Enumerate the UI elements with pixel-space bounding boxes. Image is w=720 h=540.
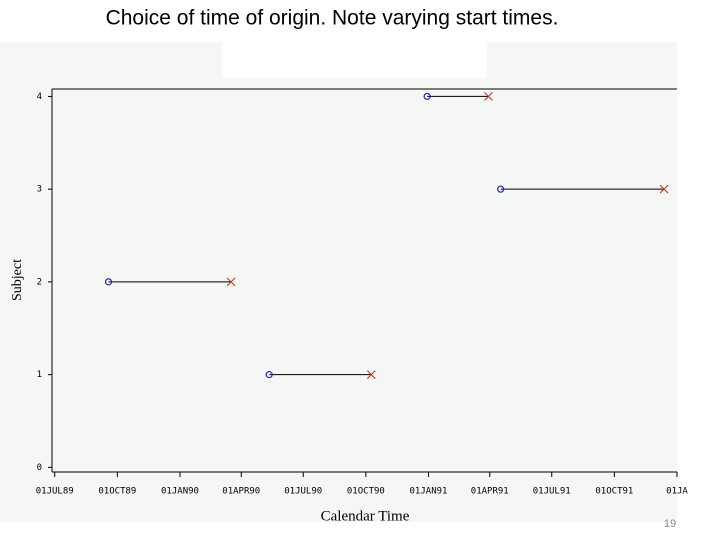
y-tick-label: 0 bbox=[37, 463, 42, 473]
x-tick-label: 01OCT91 bbox=[595, 487, 633, 497]
start-marker bbox=[423, 92, 431, 101]
y-tick-label: 3 bbox=[37, 185, 42, 195]
end-marker bbox=[366, 370, 376, 380]
x-tick-label: 01APR90 bbox=[222, 487, 260, 497]
end-marker bbox=[226, 277, 236, 287]
x-tick-label: 01OCT90 bbox=[347, 487, 385, 497]
x-tick-label: 01JUL89 bbox=[36, 487, 74, 497]
plot-background bbox=[0, 42, 677, 522]
slide-title: Choice of time of origin. Note varying s… bbox=[106, 7, 559, 30]
start-marker bbox=[104, 278, 113, 286]
y-tick-label: 2 bbox=[37, 277, 42, 287]
end-marker bbox=[484, 92, 493, 101]
start-marker bbox=[265, 371, 273, 379]
x-tick-label: 01JAN91 bbox=[410, 487, 448, 497]
blank-box bbox=[222, 42, 487, 78]
y-axis-label: Subject bbox=[10, 259, 25, 301]
x-axis-label: Calendar Time bbox=[321, 508, 410, 524]
page-number: 19 bbox=[664, 518, 676, 530]
y-tick-label: 1 bbox=[37, 370, 42, 380]
x-tick-label: 01JUL91 bbox=[533, 487, 571, 497]
x-tick-label: 01JAN90 bbox=[161, 487, 199, 497]
x-tick-label: 01APR91 bbox=[471, 487, 509, 497]
start-marker bbox=[497, 185, 505, 193]
x-tick-label: 01JA bbox=[666, 487, 688, 497]
x-tick-label: 01JUL90 bbox=[284, 487, 322, 497]
end-marker bbox=[659, 184, 669, 194]
y-tick-label: 4 bbox=[37, 92, 42, 102]
x-tick-label: 01OCT89 bbox=[98, 487, 136, 497]
